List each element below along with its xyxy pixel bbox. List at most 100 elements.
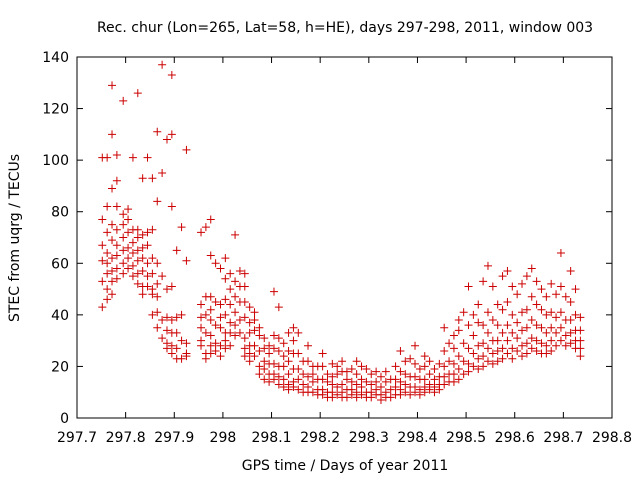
data-point xyxy=(542,292,551,301)
data-point xyxy=(108,277,117,286)
data-point xyxy=(513,334,522,343)
data-point xyxy=(503,267,512,276)
data-point xyxy=(269,331,278,340)
data-point xyxy=(172,246,181,255)
data-point xyxy=(561,292,570,301)
data-point xyxy=(231,277,240,286)
data-point xyxy=(112,241,121,250)
data-point xyxy=(479,352,488,361)
data-point xyxy=(401,357,410,366)
data-point xyxy=(415,390,424,399)
data-point xyxy=(245,328,254,337)
x-tick-label: 297.7 xyxy=(57,430,97,446)
data-point xyxy=(469,331,478,340)
data-point xyxy=(216,352,225,361)
data-point xyxy=(391,383,400,392)
y-tick-label: 100 xyxy=(42,153,69,169)
data-point xyxy=(479,321,488,330)
data-point xyxy=(449,377,458,386)
data-point xyxy=(226,300,235,309)
data-point xyxy=(216,341,225,350)
data-point xyxy=(240,313,249,322)
data-point xyxy=(231,308,240,317)
data-point xyxy=(532,300,541,309)
data-point xyxy=(260,334,269,343)
data-point xyxy=(162,135,171,144)
data-point xyxy=(527,334,536,343)
data-point xyxy=(240,334,249,343)
data-point xyxy=(182,145,191,154)
data-point xyxy=(537,339,546,348)
data-point xyxy=(542,328,551,337)
data-point xyxy=(211,321,220,330)
data-point xyxy=(119,269,128,278)
data-point xyxy=(153,292,162,301)
data-point xyxy=(396,377,405,386)
data-point xyxy=(566,267,575,276)
data-point xyxy=(508,328,517,337)
data-point xyxy=(566,316,575,325)
data-point xyxy=(197,341,206,350)
data-point xyxy=(265,341,274,350)
data-point xyxy=(158,316,167,325)
data-point xyxy=(108,267,117,276)
data-point xyxy=(240,269,249,278)
y-tick-label: 140 xyxy=(42,50,69,66)
data-point xyxy=(216,323,225,332)
data-point xyxy=(250,308,259,317)
data-point xyxy=(430,388,439,397)
data-point xyxy=(162,313,171,322)
data-point xyxy=(143,259,152,268)
data-point xyxy=(396,367,405,376)
data-point xyxy=(112,264,121,273)
data-point xyxy=(153,259,162,268)
data-point xyxy=(347,390,356,399)
data-point xyxy=(493,346,502,355)
data-point xyxy=(474,300,483,309)
data-point xyxy=(124,264,133,273)
data-point xyxy=(308,370,317,379)
data-point xyxy=(386,385,395,394)
data-point xyxy=(493,321,502,330)
data-point xyxy=(488,359,497,368)
data-point xyxy=(269,375,278,384)
data-point xyxy=(182,339,191,348)
data-point xyxy=(411,359,420,368)
data-point xyxy=(119,220,128,229)
data-point xyxy=(294,349,303,358)
data-point xyxy=(167,282,176,291)
data-point xyxy=(124,243,133,252)
data-point xyxy=(552,341,561,350)
y-tick-label: 120 xyxy=(42,102,69,118)
data-point xyxy=(240,352,249,361)
data-point xyxy=(133,89,142,98)
data-point xyxy=(235,316,244,325)
data-point xyxy=(279,383,288,392)
data-point xyxy=(124,228,133,237)
x-tick-label: 298.3 xyxy=(349,430,389,446)
data-point xyxy=(469,362,478,371)
data-points xyxy=(98,60,585,404)
data-point xyxy=(483,328,492,337)
data-point xyxy=(231,292,240,301)
data-point xyxy=(342,367,351,376)
data-point xyxy=(537,305,546,314)
data-point xyxy=(508,310,517,319)
data-point xyxy=(245,318,254,327)
data-point xyxy=(124,254,133,263)
x-tick-label: 297.8 xyxy=(106,430,146,446)
data-point xyxy=(576,336,585,345)
data-point xyxy=(576,352,585,361)
data-point xyxy=(352,380,361,389)
data-point xyxy=(128,272,137,281)
data-point xyxy=(255,370,264,379)
data-point xyxy=(216,264,225,273)
data-point xyxy=(552,313,561,322)
data-point xyxy=(138,267,147,276)
data-point xyxy=(376,395,385,404)
plot-frame xyxy=(76,56,613,419)
x-tick-label: 298.6 xyxy=(495,430,535,446)
data-point xyxy=(289,323,298,332)
data-point xyxy=(124,205,133,214)
data-point xyxy=(532,346,541,355)
